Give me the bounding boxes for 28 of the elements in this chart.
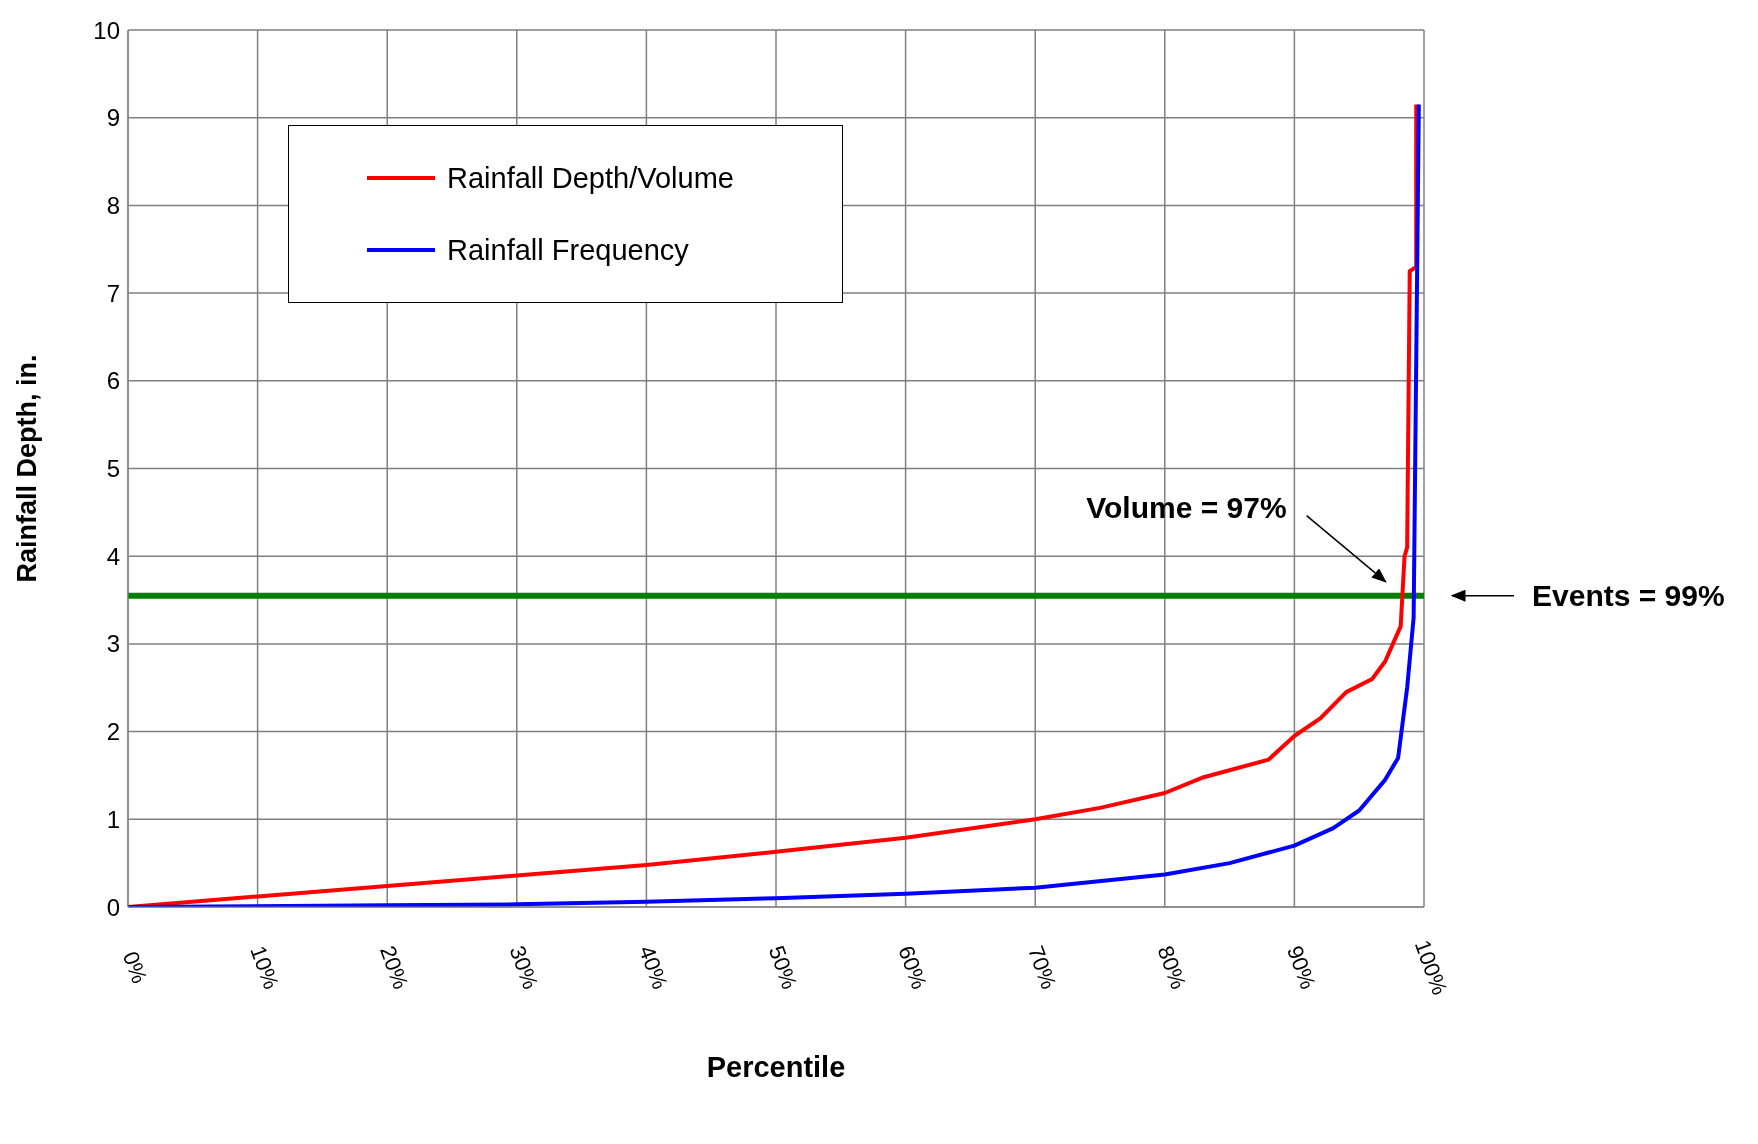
x-tick-label: 50% <box>763 942 803 993</box>
y-tick-label: 10 <box>93 16 120 44</box>
x-tick-label: 0% <box>117 948 153 987</box>
x-tick-label: 20% <box>374 942 414 993</box>
x-tick-label: 90% <box>1282 942 1321 993</box>
y-tick-label: 5 <box>106 455 120 483</box>
x-tick-label: 60% <box>893 942 932 993</box>
legend-label: Rainfall Depth/Volume <box>447 161 734 195</box>
y-tick-label: 1 <box>106 805 120 833</box>
x-tick-label: 30% <box>504 942 544 993</box>
legend-label: Rainfall Frequency <box>447 233 689 267</box>
y-tick-label: 8 <box>106 191 120 219</box>
y-tick-label: 4 <box>106 542 120 570</box>
x-tick-label: 40% <box>634 942 673 993</box>
x-tick-label: 80% <box>1152 942 1192 993</box>
y-tick-label: 9 <box>106 104 120 132</box>
x-tick-label: 10% <box>245 942 284 993</box>
y-tick-label: 7 <box>106 279 120 307</box>
y-tick-label: 0 <box>106 893 120 921</box>
y-tick-label: 6 <box>106 367 120 395</box>
y-tick-label: 2 <box>106 718 120 746</box>
y-tick-label: 3 <box>106 630 120 658</box>
x-tick-label: 70% <box>1022 942 1062 993</box>
x-axis-title: Percentile <box>706 1051 846 1083</box>
y-axis-title: Rainfall Depth, in. <box>11 354 42 583</box>
x-tick-label: 100% <box>1409 936 1453 999</box>
text: Events = 99% <box>1532 578 1725 612</box>
annotation: Volume = 97% <box>1086 490 1287 524</box>
